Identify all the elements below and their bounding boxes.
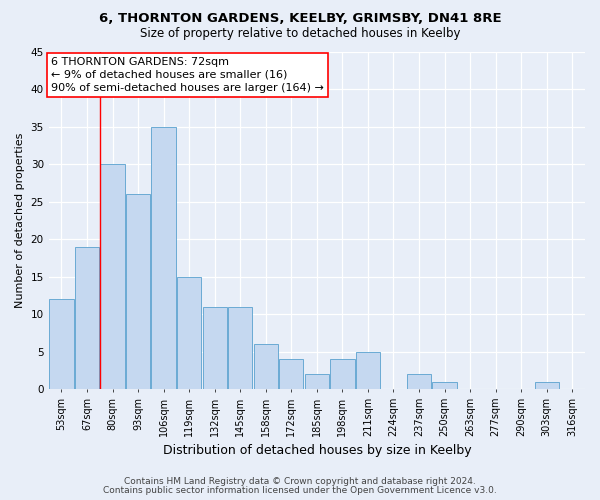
Text: Contains public sector information licensed under the Open Government Licence v3: Contains public sector information licen… bbox=[103, 486, 497, 495]
Bar bbox=[407, 374, 431, 389]
Bar bbox=[433, 382, 457, 389]
Bar bbox=[100, 164, 125, 389]
X-axis label: Distribution of detached houses by size in Keelby: Distribution of detached houses by size … bbox=[163, 444, 471, 458]
Bar bbox=[356, 352, 380, 389]
Bar bbox=[305, 374, 329, 389]
Bar bbox=[228, 306, 253, 389]
Bar bbox=[535, 382, 559, 389]
Bar bbox=[279, 359, 304, 389]
Bar bbox=[126, 194, 150, 389]
Bar bbox=[75, 246, 99, 389]
Bar bbox=[49, 299, 74, 389]
Bar bbox=[151, 126, 176, 389]
Bar bbox=[203, 306, 227, 389]
Text: 6 THORNTON GARDENS: 72sqm
← 9% of detached houses are smaller (16)
90% of semi-d: 6 THORNTON GARDENS: 72sqm ← 9% of detach… bbox=[52, 56, 324, 93]
Text: 6, THORNTON GARDENS, KEELBY, GRIMSBY, DN41 8RE: 6, THORNTON GARDENS, KEELBY, GRIMSBY, DN… bbox=[98, 12, 502, 26]
Bar bbox=[177, 276, 201, 389]
Y-axis label: Number of detached properties: Number of detached properties bbox=[15, 132, 25, 308]
Text: Size of property relative to detached houses in Keelby: Size of property relative to detached ho… bbox=[140, 28, 460, 40]
Bar bbox=[254, 344, 278, 389]
Bar bbox=[330, 359, 355, 389]
Text: Contains HM Land Registry data © Crown copyright and database right 2024.: Contains HM Land Registry data © Crown c… bbox=[124, 477, 476, 486]
